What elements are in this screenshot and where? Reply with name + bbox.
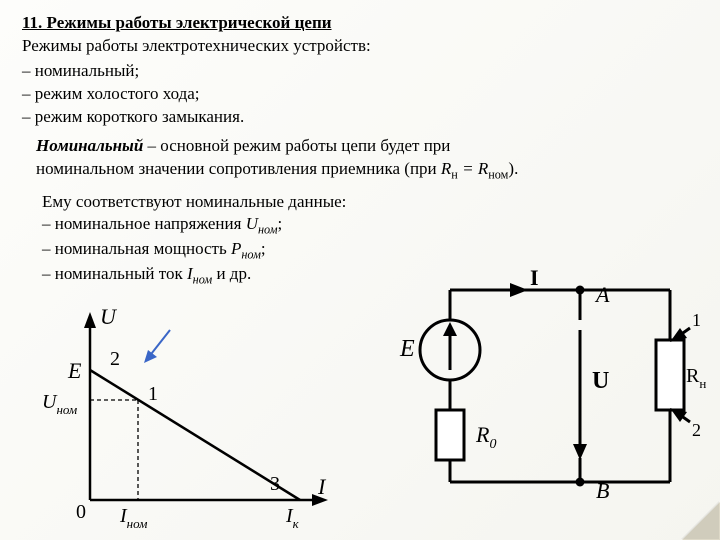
circuit-diagram: I 1 2 E A B U R0 Rн xyxy=(380,270,710,500)
circuit-terminal-2: 2 xyxy=(692,420,701,440)
text: ). xyxy=(508,159,518,178)
text: Ему соответствуют номинальные данные: xyxy=(42,191,698,214)
circuit-R0-label: R0 xyxy=(475,422,496,452)
list-item: – номинальное напряжения Uном; xyxy=(42,213,698,238)
circuit-I-label: I xyxy=(530,270,539,290)
symbol: R xyxy=(441,159,451,178)
text: номинальном значении сопротивления прием… xyxy=(36,159,441,178)
symbol: U xyxy=(246,214,258,233)
symbol: R xyxy=(478,159,488,178)
circuit-terminal-1: 1 xyxy=(692,310,701,330)
graph-Inom-label: Iном xyxy=(119,505,147,530)
graph-label-1: 1 xyxy=(148,383,158,405)
subscript: ном xyxy=(241,248,261,262)
nominal-term: Номинальный xyxy=(36,136,143,155)
symbol: P xyxy=(231,239,241,258)
graph-Unom-label: Uном xyxy=(42,391,77,417)
text: – номинальная мощность xyxy=(42,239,231,258)
text: – номинальное напряжения xyxy=(42,214,246,233)
text: и др. xyxy=(212,264,251,283)
circuit-E-label: E xyxy=(399,336,415,362)
text: = xyxy=(458,159,478,178)
list-item: – режим холостого хода; xyxy=(22,83,698,106)
diagrams-row: 2 1 3 U I E Uном 0 Iном Iк xyxy=(0,300,720,540)
graph-y-label: U xyxy=(100,304,118,329)
mode-list: – номинальный; – режим холостого хода; –… xyxy=(22,60,698,129)
list-item: – номинальный; xyxy=(22,60,698,83)
graph-E-label: E xyxy=(67,358,82,383)
title: 11. Режимы работы электрической цепи xyxy=(22,12,698,35)
page-curl-shadow xyxy=(681,501,719,539)
graph-label-2: 2 xyxy=(110,348,120,370)
text: ; xyxy=(278,214,283,233)
circuit-B-label: B xyxy=(596,478,609,500)
intro-line: Режимы работы электротехнических устройс… xyxy=(22,35,698,58)
circuit-A-label: A xyxy=(594,282,610,307)
circuit-Rh-label: Rн xyxy=(686,365,706,391)
circuit-U-label: U xyxy=(592,368,609,394)
nominal-paragraph: Номинальный – основной режим работы цепи… xyxy=(22,135,698,183)
graph-zero: 0 xyxy=(76,501,86,523)
subscript: ном xyxy=(258,223,278,237)
subscript: ном xyxy=(488,167,508,181)
text: – основной режим работы цепи будет при xyxy=(143,136,450,155)
graph-chart: 2 1 3 U I E Uном 0 Iном Iк xyxy=(20,300,350,530)
graph-x-label: I xyxy=(317,474,327,499)
graph-Ik-label: Iк xyxy=(285,505,300,530)
list-item: – номинальная мощность Pном; xyxy=(42,238,698,263)
subscript: ном xyxy=(193,273,213,287)
list-item: – режим короткого замыкания. xyxy=(22,106,698,129)
text: ; xyxy=(261,239,266,258)
graph-label-3: 3 xyxy=(270,473,280,495)
text: – номинальный ток xyxy=(42,264,187,283)
